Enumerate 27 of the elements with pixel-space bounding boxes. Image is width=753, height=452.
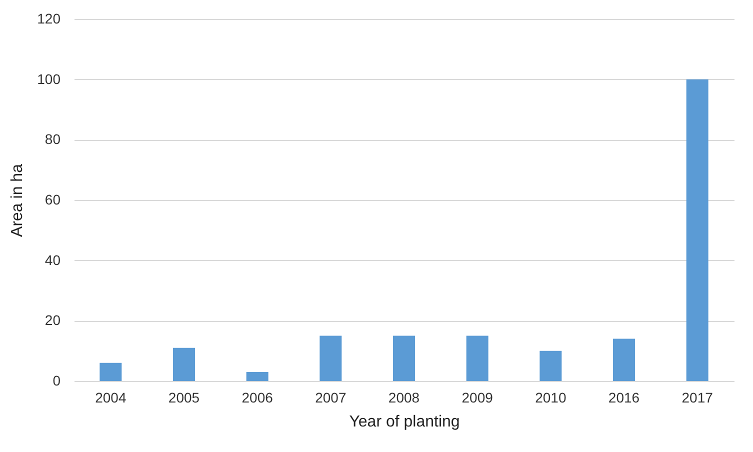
bar xyxy=(100,362,122,381)
y-axis-title: Area in ha xyxy=(9,164,26,237)
y-tick-label: 120 xyxy=(37,10,61,26)
bar xyxy=(540,350,562,381)
bar xyxy=(246,372,268,381)
x-tick-label: 2010 xyxy=(535,390,566,406)
y-tick-label: 60 xyxy=(44,192,61,208)
y-tick-label: 80 xyxy=(44,131,61,148)
bar xyxy=(320,336,342,381)
bar xyxy=(686,79,708,381)
bar xyxy=(613,338,635,381)
x-tick-label: 2004 xyxy=(95,390,126,406)
x-tick-label: 2008 xyxy=(388,390,420,406)
y-tick-label: 20 xyxy=(44,312,61,328)
x-tick-label: 2006 xyxy=(242,390,274,406)
x-tick-label: 2016 xyxy=(608,390,640,406)
x-tick-label: 2007 xyxy=(315,390,346,406)
bar xyxy=(393,336,415,381)
bar xyxy=(466,336,488,381)
bar xyxy=(173,348,195,381)
y-tick-label: 40 xyxy=(44,252,61,268)
x-tick-label: 2009 xyxy=(462,390,494,406)
y-tick-label: 0 xyxy=(52,372,61,388)
x-axis-title: Year of planting xyxy=(349,414,460,430)
x-tick-label: 2017 xyxy=(682,390,714,406)
x-tick-label: 2005 xyxy=(168,390,200,406)
y-tick-label: 100 xyxy=(37,70,61,87)
